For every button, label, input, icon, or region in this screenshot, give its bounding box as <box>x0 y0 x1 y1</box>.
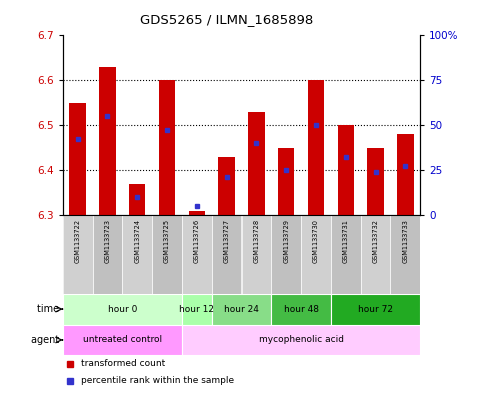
Bar <box>99 67 115 215</box>
Text: time: time <box>37 304 62 314</box>
Bar <box>93 215 122 294</box>
Bar <box>308 80 324 215</box>
Text: GSM1133732: GSM1133732 <box>372 219 379 263</box>
Text: hour 12: hour 12 <box>179 305 214 314</box>
Bar <box>63 215 93 294</box>
Text: hour 48: hour 48 <box>284 305 319 314</box>
Bar <box>182 215 212 294</box>
Text: GSM1133726: GSM1133726 <box>194 219 200 263</box>
Text: hour 0: hour 0 <box>108 305 137 314</box>
Text: GSM1133729: GSM1133729 <box>283 219 289 263</box>
Text: GSM1133731: GSM1133731 <box>343 219 349 263</box>
Bar <box>63 294 182 325</box>
Text: GSM1133728: GSM1133728 <box>254 219 259 263</box>
Bar <box>331 294 420 325</box>
Bar <box>278 148 294 215</box>
Text: GSM1133723: GSM1133723 <box>104 219 111 263</box>
Text: hour 72: hour 72 <box>358 305 393 314</box>
Bar <box>212 215 242 294</box>
Bar <box>218 157 235 215</box>
Bar <box>248 112 265 215</box>
Bar <box>152 215 182 294</box>
Bar <box>212 294 271 325</box>
Bar <box>368 148 384 215</box>
Text: GSM1133733: GSM1133733 <box>402 219 408 263</box>
Text: GSM1133727: GSM1133727 <box>224 219 229 263</box>
Bar <box>122 215 152 294</box>
Text: GDS5265 / ILMN_1685898: GDS5265 / ILMN_1685898 <box>141 13 313 26</box>
Text: transformed count: transformed count <box>81 359 165 368</box>
Bar <box>182 325 420 355</box>
Text: percentile rank within the sample: percentile rank within the sample <box>81 376 234 385</box>
Text: GSM1133722: GSM1133722 <box>75 219 81 263</box>
Bar <box>182 294 212 325</box>
Text: mycophenolic acid: mycophenolic acid <box>258 336 343 344</box>
Bar <box>301 215 331 294</box>
Bar <box>390 215 420 294</box>
Bar <box>129 184 145 215</box>
Bar <box>331 215 361 294</box>
Bar <box>271 215 301 294</box>
Bar <box>271 294 331 325</box>
Text: untreated control: untreated control <box>83 336 162 344</box>
Text: GSM1133730: GSM1133730 <box>313 219 319 263</box>
Bar <box>361 215 390 294</box>
Text: hour 24: hour 24 <box>224 305 259 314</box>
Text: agent: agent <box>31 335 62 345</box>
Bar <box>63 325 182 355</box>
Bar <box>397 134 413 215</box>
Bar <box>159 80 175 215</box>
Bar <box>242 215 271 294</box>
Bar <box>70 103 86 215</box>
Bar <box>189 211 205 215</box>
Text: GSM1133724: GSM1133724 <box>134 219 140 263</box>
Text: GSM1133725: GSM1133725 <box>164 219 170 263</box>
Bar <box>338 125 354 215</box>
